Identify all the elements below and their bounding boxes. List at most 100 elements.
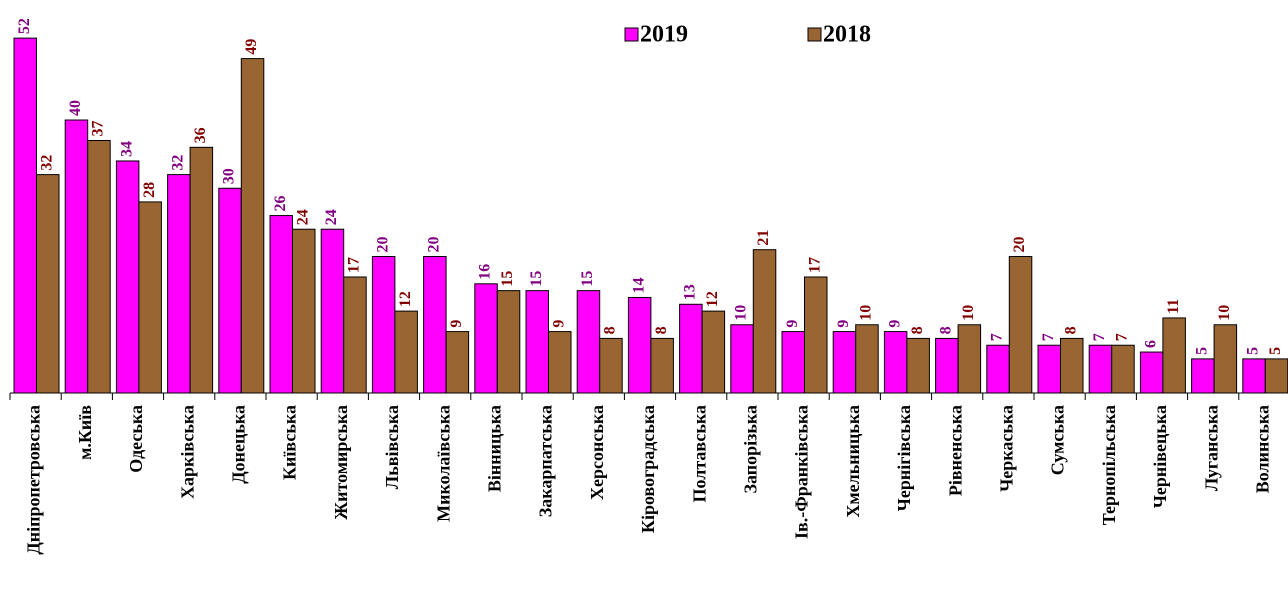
- value-label: 12: [397, 291, 414, 307]
- bar: [1213, 324, 1238, 394]
- x-tick-label: Кіровоградська: [638, 405, 658, 533]
- value-label: 7: [1114, 333, 1131, 341]
- value-label: 12: [704, 291, 721, 307]
- bar: [1088, 344, 1113, 394]
- bar: [883, 331, 908, 394]
- bar: [650, 337, 674, 394]
- value-label: 32: [38, 155, 55, 171]
- value-label: 9: [448, 320, 465, 328]
- bar: [394, 310, 418, 394]
- value-label: 34: [118, 141, 135, 157]
- value-label: 52: [16, 18, 33, 34]
- value-label: 36: [192, 127, 209, 143]
- x-tick-label: Одеська: [126, 405, 146, 473]
- bar: [1060, 337, 1084, 394]
- bar: [1264, 358, 1288, 394]
- value-label: 7: [1040, 333, 1057, 341]
- bar: [935, 337, 959, 394]
- x-tick-label: Київська: [280, 405, 300, 480]
- bar: [576, 290, 601, 394]
- value-label: 8: [909, 326, 926, 334]
- bar: [189, 146, 214, 394]
- bar: [1139, 351, 1164, 394]
- value-label: 10: [1216, 305, 1233, 321]
- x-tick-label: Сумська: [1048, 405, 1068, 475]
- bar: [1242, 358, 1266, 394]
- value-label: 5: [1267, 347, 1284, 355]
- value-label: 37: [90, 120, 107, 136]
- bar: [804, 276, 828, 394]
- x-tick-label: Житомирська: [331, 405, 351, 520]
- bar: [525, 290, 549, 394]
- bar: [64, 119, 89, 394]
- legend-swatch: [624, 27, 639, 42]
- bar: [115, 160, 140, 394]
- x-tick-label: Миколаївська: [433, 405, 453, 522]
- x-tick-label: Закарпатська: [536, 405, 556, 517]
- bar: [87, 139, 111, 394]
- value-label: 6: [1142, 340, 1159, 348]
- bar: [957, 324, 982, 394]
- value-label: 13: [682, 284, 699, 300]
- value-label: 10: [858, 305, 875, 321]
- bar: [320, 228, 345, 394]
- bar: [292, 228, 316, 394]
- value-label: 17: [346, 257, 363, 273]
- x-tick-label: Запорізька: [741, 405, 761, 494]
- value-label: 5: [1245, 347, 1262, 355]
- bar: [832, 331, 857, 394]
- x-tick-label: Харківська: [177, 405, 197, 499]
- value-label: 10: [733, 305, 750, 321]
- bar: [599, 337, 623, 394]
- value-label: 9: [550, 320, 567, 328]
- x-tick-label: Львівська: [382, 405, 402, 489]
- value-label: 8: [1062, 326, 1079, 334]
- bar: [1191, 358, 1215, 394]
- value-label: 8: [653, 326, 670, 334]
- x-tick-label: Ів.-Франківська: [792, 405, 812, 539]
- value-label: 30: [221, 168, 238, 184]
- value-label: 14: [630, 277, 647, 293]
- value-label: 32: [170, 155, 187, 171]
- bar: [13, 37, 37, 394]
- x-tick-label: м.Київ: [75, 405, 95, 460]
- x-tick-label: Луганська: [1201, 405, 1221, 491]
- value-label: 15: [499, 271, 516, 287]
- legend-label: 2018: [823, 22, 871, 48]
- x-tick-label: Дніпропетровська: [24, 405, 44, 555]
- value-label: 17: [806, 257, 823, 273]
- value-label: 26: [272, 196, 289, 212]
- legend-swatch: [807, 27, 822, 42]
- value-label: 7: [989, 333, 1006, 341]
- value-label: 21: [755, 230, 772, 246]
- bar: [730, 324, 754, 394]
- bar: [167, 174, 191, 394]
- x-tick-label: Чернігівська: [894, 405, 914, 511]
- bar: [627, 296, 652, 394]
- value-label: 24: [294, 209, 311, 225]
- x-tick-label: Чернівецька: [1150, 405, 1170, 508]
- x-tick-label: Хмельницька: [843, 405, 863, 518]
- bar: [496, 290, 521, 394]
- x-tick-label: Волинська: [1253, 405, 1273, 493]
- bar: [343, 276, 367, 394]
- bar: [1162, 317, 1186, 394]
- x-tick-label: Тернопільська: [1099, 405, 1119, 525]
- bar: [138, 201, 162, 394]
- bar: [752, 249, 777, 394]
- value-label: 20: [374, 237, 391, 253]
- x-tick-label: Рівненська: [945, 405, 965, 496]
- value-label: 40: [67, 100, 84, 116]
- bar: [1037, 344, 1061, 394]
- value-label: 16: [477, 264, 494, 280]
- bar: [986, 344, 1010, 394]
- value-label: 24: [323, 209, 340, 225]
- bar: [240, 58, 265, 394]
- value-label: 20: [1011, 237, 1028, 253]
- x-tick-label: Вінницька: [485, 405, 505, 492]
- bar: [906, 337, 930, 394]
- value-label: 15: [579, 271, 596, 287]
- value-label: 5: [1194, 347, 1211, 355]
- value-label: 11: [1165, 299, 1182, 314]
